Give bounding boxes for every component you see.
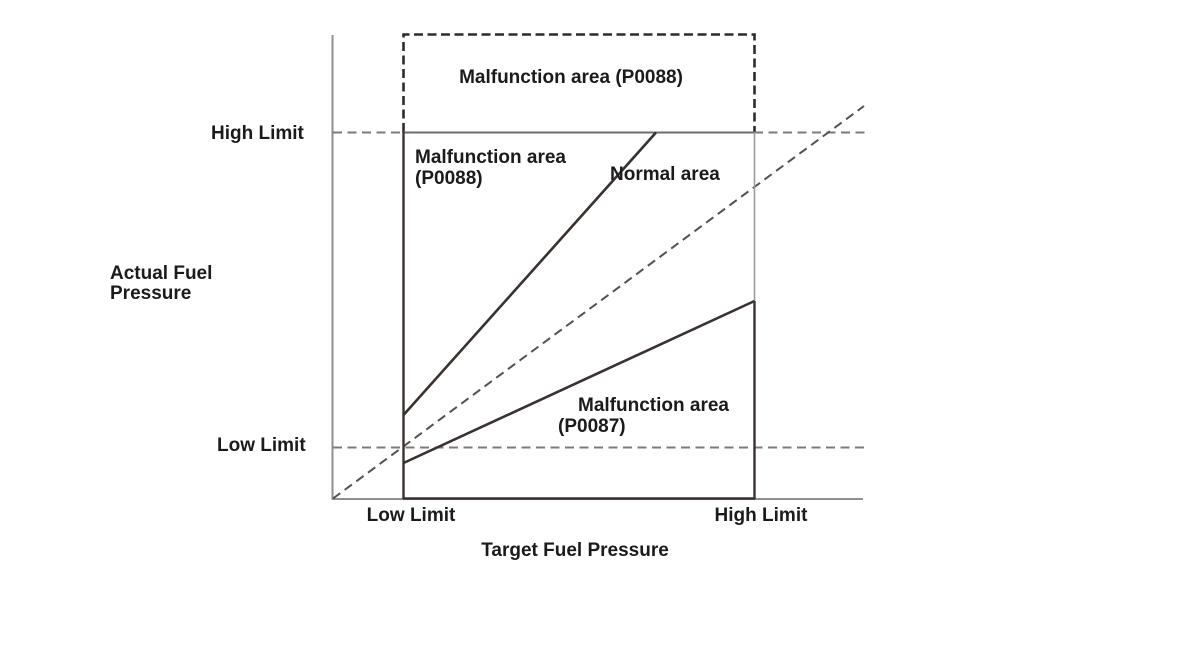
p0088-boundary-diagonal bbox=[402, 131, 657, 416]
normal-area-label: Normal area bbox=[610, 164, 720, 185]
y-axis-title-line2: Pressure bbox=[110, 283, 192, 304]
p0088-dashed-box bbox=[402, 33, 756, 132]
lower-malfunction-area-label-line2: (P0087) bbox=[558, 416, 626, 437]
lower-malfunction-area-label-line1: Malfunction area bbox=[578, 395, 729, 416]
left-malfunction-area-label-line2: (P0088) bbox=[415, 168, 483, 189]
x-axis-high-limit-label: High Limit bbox=[714, 505, 808, 526]
y-axis-title-line1: Actual Fuel bbox=[110, 263, 213, 284]
x-axis-title: Target Fuel Pressure bbox=[481, 540, 669, 561]
p0087-boundary-diagonal bbox=[402, 299, 756, 465]
target-equals-actual-dash-line bbox=[332, 105, 865, 500]
left-malfunction-area-label-line1: Malfunction area bbox=[415, 147, 566, 168]
y-axis-low-limit-label: Low Limit bbox=[217, 435, 306, 456]
top-malfunction-area-label: Malfunction area (P0088) bbox=[459, 67, 683, 88]
y-axis-high-limit-label: High Limit bbox=[211, 123, 304, 144]
x-axis-low-limit-label: Low Limit bbox=[366, 505, 456, 526]
